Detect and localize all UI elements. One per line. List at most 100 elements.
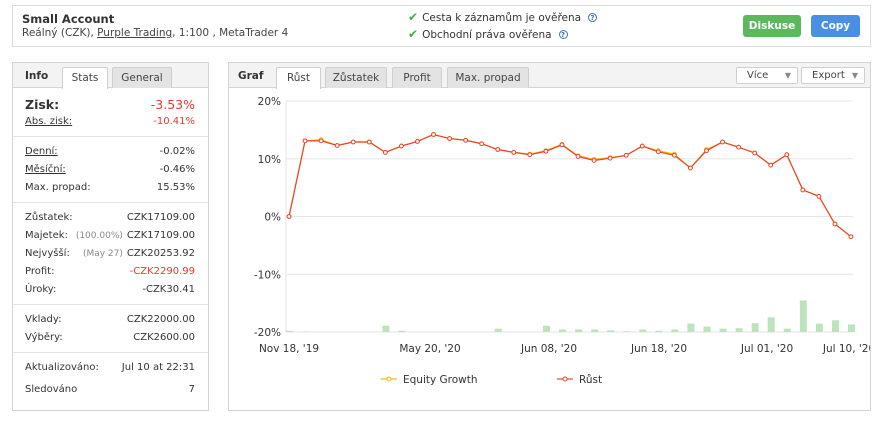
chart-panel: Graf Růst Zůstatek Profit Max. propad Ví…: [228, 62, 871, 411]
stat-label[interactable]: Měsíční:: [25, 164, 66, 175]
stat-label: Výběry:: [25, 332, 63, 343]
legend-label: Růst: [579, 374, 602, 386]
stat-highest-date: (May 27): [82, 249, 123, 259]
data-point: [479, 141, 485, 147]
data-point: [720, 139, 725, 145]
data-point: [318, 138, 324, 144]
tab-drawdown[interactable]: Max. propad: [447, 67, 529, 88]
volume-bar: [542, 325, 550, 332]
stat-daily: Denní: -0.02%: [13, 143, 208, 161]
stat-label: Zisk:: [25, 97, 60, 112]
stat-equity-pct: (100.00%): [75, 231, 123, 241]
y-tick-label: -10%: [254, 269, 281, 281]
volume-bar: [687, 323, 695, 332]
volume-bar: [719, 328, 727, 332]
chevron-down-icon: ▼: [784, 71, 791, 80]
data-point: [800, 187, 806, 193]
discuss-button[interactable]: Diskuse: [743, 15, 801, 37]
volume-bar: [767, 317, 775, 332]
y-tick-label: 0%: [264, 212, 281, 224]
data-point: [334, 143, 340, 148]
stat-abs-gain: Abs. zisk: -10.41%: [13, 113, 208, 131]
data-point: [511, 149, 517, 155]
data-point: [784, 152, 790, 158]
account-name: Small Account: [22, 12, 115, 26]
volume-bar: [382, 325, 390, 332]
stat-label: Úroky:: [25, 284, 57, 295]
volume-bar: [558, 329, 566, 332]
data-point: [607, 155, 613, 161]
stat-withdrawals: Výběry: CZK2600.00: [13, 329, 208, 347]
volume-bars: [286, 300, 855, 332]
help-icon[interactable]: ?: [558, 30, 568, 39]
tab-profit[interactable]: Profit: [392, 67, 442, 88]
stat-value: -0.46%: [159, 164, 195, 175]
data-point: [399, 143, 404, 149]
legend-swatch-marker: [562, 376, 568, 382]
data-point: [495, 147, 501, 152]
stat-gain: Zisk: -3.53%: [13, 95, 208, 113]
stat-deposits: Vklady: CZK22000.00: [13, 311, 208, 329]
y-tick-label: 20%: [258, 96, 281, 108]
data-point: [688, 165, 693, 171]
verified-rights-label: Obchodní práva ověřena: [422, 29, 552, 41]
account-details: Reálný (CZK), Purple Trading, 1:100 , Me…: [22, 27, 288, 39]
data-point: [816, 193, 822, 199]
stat-label[interactable]: Abs. zisk:: [25, 116, 73, 127]
volume-bar: [848, 324, 855, 332]
legend-label: Equity Growth: [403, 374, 478, 386]
stats-list: Zisk: -3.53% Abs. zisk: -10.41% Denní: -…: [13, 95, 208, 399]
stat-label: Sledováno: [25, 384, 78, 395]
stat-max-drawdown: Max. propad: 15.53%: [13, 179, 208, 197]
data-point: [447, 136, 452, 141]
verified-history-label: Cesta k záznamům je ověřena: [422, 12, 582, 24]
stat-value: -10.41%: [153, 116, 195, 127]
data-point: [559, 142, 565, 148]
data-point: [655, 149, 661, 155]
tab-stats[interactable]: Stats: [62, 67, 108, 89]
data-point: [671, 152, 677, 158]
legend-swatch-marker: [386, 376, 392, 382]
data-point: [286, 214, 292, 219]
panel-title: Graf: [238, 70, 264, 82]
stat-value: -0.02%: [159, 146, 195, 157]
export-dropdown[interactable]: Export ▼: [801, 67, 865, 84]
tab-balance[interactable]: Zůstatek: [325, 67, 387, 88]
data-point: [350, 139, 356, 145]
data-point: [623, 152, 629, 158]
y-axis-labels: 20% 10% 0% -10% -20%: [254, 96, 281, 339]
volume-bar: [639, 329, 647, 332]
volume-bar: [623, 331, 631, 332]
copy-button[interactable]: Copy: [811, 15, 860, 37]
checkmark-icon: ✔: [408, 10, 419, 24]
more-dropdown[interactable]: Více ▼: [736, 67, 798, 84]
account-header: Small Account Reálný (CZK), Purple Tradi…: [12, 5, 871, 47]
stat-label: Nejvyšší:: [25, 248, 70, 259]
stat-value: 15.53%: [156, 182, 195, 193]
data-point: [639, 143, 645, 149]
help-icon[interactable]: ?: [588, 13, 598, 22]
volume-bar: [607, 330, 615, 332]
x-tick-label: Jun 18, '20: [630, 343, 687, 355]
stat-highest: Nejvyšší: (May 27) CZK20253.92: [13, 245, 208, 263]
stat-label[interactable]: Denní:: [25, 146, 58, 157]
x-tick-label: Jul 01, '20: [740, 343, 793, 355]
stat-value: -CZK2290.99: [129, 266, 195, 277]
broker-link[interactable]: Purple Trading: [97, 27, 173, 39]
stat-highest-amount: CZK20253.92: [126, 248, 195, 259]
data-point: [302, 138, 308, 144]
stat-equity: Majetek: (100.00%) CZK17109.00: [13, 227, 208, 245]
volume-bar: [398, 330, 406, 332]
data-point: [527, 152, 533, 158]
stat-balance: Zůstatek: CZK17109.00: [13, 209, 208, 227]
stat-tracking: Sledováno 7: [13, 381, 208, 399]
panel-title: Info: [25, 70, 49, 82]
data-point: [366, 139, 372, 145]
stat-label: Zůstatek:: [25, 212, 73, 223]
tab-general[interactable]: General: [112, 67, 172, 88]
tab-growth[interactable]: Růst: [276, 67, 321, 89]
volume-bar: [575, 329, 583, 332]
chart-legend: Equity Growth Růst: [381, 374, 602, 386]
volume-bar: [815, 323, 823, 332]
stat-equity-amount: CZK17109.00: [126, 230, 195, 241]
